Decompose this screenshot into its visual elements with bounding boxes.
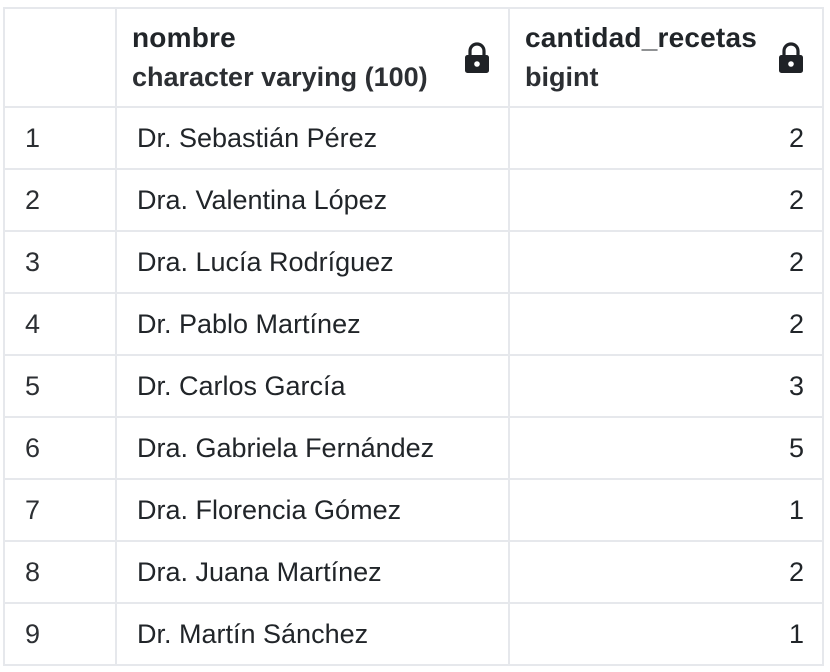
cell-nombre[interactable]: Dr. Sebastián Pérez	[115, 106, 510, 170]
table-row[interactable]: 7 Dra. Florencia Gómez 1	[3, 478, 824, 542]
cell-cantidad-recetas[interactable]: 1	[508, 602, 824, 666]
cell-cantidad-recetas[interactable]: 3	[508, 354, 824, 418]
lock-icon	[779, 42, 803, 73]
table-row[interactable]: 8 Dra. Juana Martínez 2	[3, 540, 824, 604]
column-header-cantidad-recetas[interactable]: cantidad_recetas bigint	[508, 7, 824, 108]
cell-cantidad-recetas[interactable]: 2	[508, 106, 824, 170]
cell-cantidad-recetas[interactable]: 2	[508, 292, 824, 356]
table-row[interactable]: 3 Dra. Lucía Rodríguez 2	[3, 230, 824, 294]
table-row[interactable]: 2 Dra. Valentina López 2	[3, 168, 824, 232]
cell-cantidad-recetas[interactable]: 2	[508, 168, 824, 232]
result-table: nombre character varying (100) cantidad_…	[3, 7, 824, 666]
row-number[interactable]: 7	[3, 478, 117, 542]
cell-cantidad-recetas[interactable]: 2	[508, 540, 824, 604]
column-name: cantidad_recetas	[525, 22, 757, 53]
cell-nombre[interactable]: Dra. Juana Martínez	[115, 540, 510, 604]
table-row[interactable]: 5 Dr. Carlos García 3	[3, 354, 824, 418]
column-name: nombre	[132, 22, 236, 53]
cell-nombre[interactable]: Dra. Valentina López	[115, 168, 510, 232]
row-number[interactable]: 5	[3, 354, 117, 418]
column-type: bigint	[525, 62, 599, 92]
row-number[interactable]: 1	[3, 106, 117, 170]
cell-cantidad-recetas[interactable]: 1	[508, 478, 824, 542]
row-number[interactable]: 6	[3, 416, 117, 480]
cell-nombre[interactable]: Dr. Carlos García	[115, 354, 510, 418]
row-number[interactable]: 2	[3, 168, 117, 232]
column-header-nombre[interactable]: nombre character varying (100)	[115, 7, 510, 108]
row-number[interactable]: 3	[3, 230, 117, 294]
cell-nombre[interactable]: Dr. Pablo Martínez	[115, 292, 510, 356]
cell-cantidad-recetas[interactable]: 2	[508, 230, 824, 294]
cell-nombre[interactable]: Dra. Gabriela Fernández	[115, 416, 510, 480]
cell-nombre[interactable]: Dra. Lucía Rodríguez	[115, 230, 510, 294]
lock-icon	[465, 42, 489, 73]
table-row[interactable]: 4 Dr. Pablo Martínez 2	[3, 292, 824, 356]
cell-nombre[interactable]: Dra. Florencia Gómez	[115, 478, 510, 542]
column-type: character varying (100)	[132, 62, 428, 92]
row-number[interactable]: 4	[3, 292, 117, 356]
table-row[interactable]: 1 Dr. Sebastián Pérez 2	[3, 106, 824, 170]
header-row: nombre character varying (100) cantidad_…	[3, 7, 824, 108]
cell-nombre[interactable]: Dr. Martín Sánchez	[115, 602, 510, 666]
row-number[interactable]: 9	[3, 602, 117, 666]
row-number-header[interactable]	[3, 7, 117, 108]
table-row[interactable]: 6 Dra. Gabriela Fernández 5	[3, 416, 824, 480]
cell-cantidad-recetas[interactable]: 5	[508, 416, 824, 480]
table-row[interactable]: 9 Dr. Martín Sánchez 1	[3, 602, 824, 666]
row-number[interactable]: 8	[3, 540, 117, 604]
